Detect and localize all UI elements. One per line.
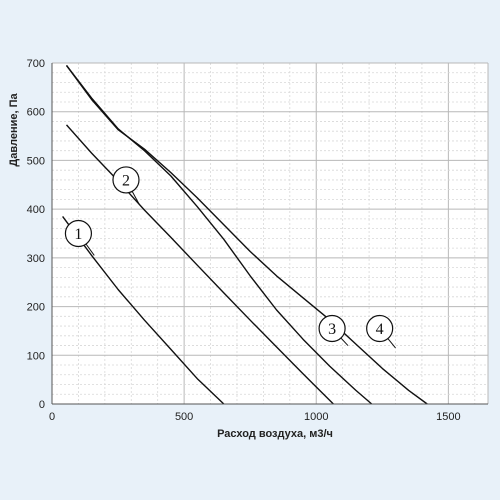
curve-label-text: 1 [74, 226, 82, 243]
curve-label-circle [366, 314, 394, 343]
y-tick-label: 500 [27, 155, 45, 167]
y-tick-label: 300 [27, 253, 45, 265]
x-tick-label: 0 [49, 411, 55, 423]
curve-label-text: 3 [328, 321, 336, 338]
y-tick-label: 400 [27, 204, 45, 216]
plot-background [52, 63, 488, 404]
grid [52, 62, 489, 404]
y-axis-title: Давление, Па [8, 93, 20, 167]
axis-ticks: 0 500 1000 1500 0 100 200 300 400 500 600 700 [27, 58, 461, 423]
curve-label-text: 4 [376, 321, 384, 338]
x-tick-label: 1500 [436, 411, 460, 423]
curve-label-circle [318, 314, 346, 343]
curve-label-circle [64, 219, 93, 248]
x-tick-label: 1000 [304, 411, 328, 423]
y-tick-label: 600 [27, 107, 45, 119]
y-tick-label: 100 [27, 350, 45, 362]
y-tick-label: 0 [39, 399, 45, 411]
curve-labels: 1 2 3 4 [64, 166, 396, 349]
curve-label-circle [112, 166, 140, 194]
x-tick-label: 500 [175, 411, 193, 423]
curve-label-text: 2 [122, 172, 130, 189]
y-tick-label: 200 [27, 302, 45, 314]
x-axis-title: Расход воздуха, м3/ч [217, 428, 333, 440]
curve-1 [62, 215, 225, 405]
curve-4 [65, 64, 428, 405]
y-tick-label: 700 [27, 58, 45, 70]
